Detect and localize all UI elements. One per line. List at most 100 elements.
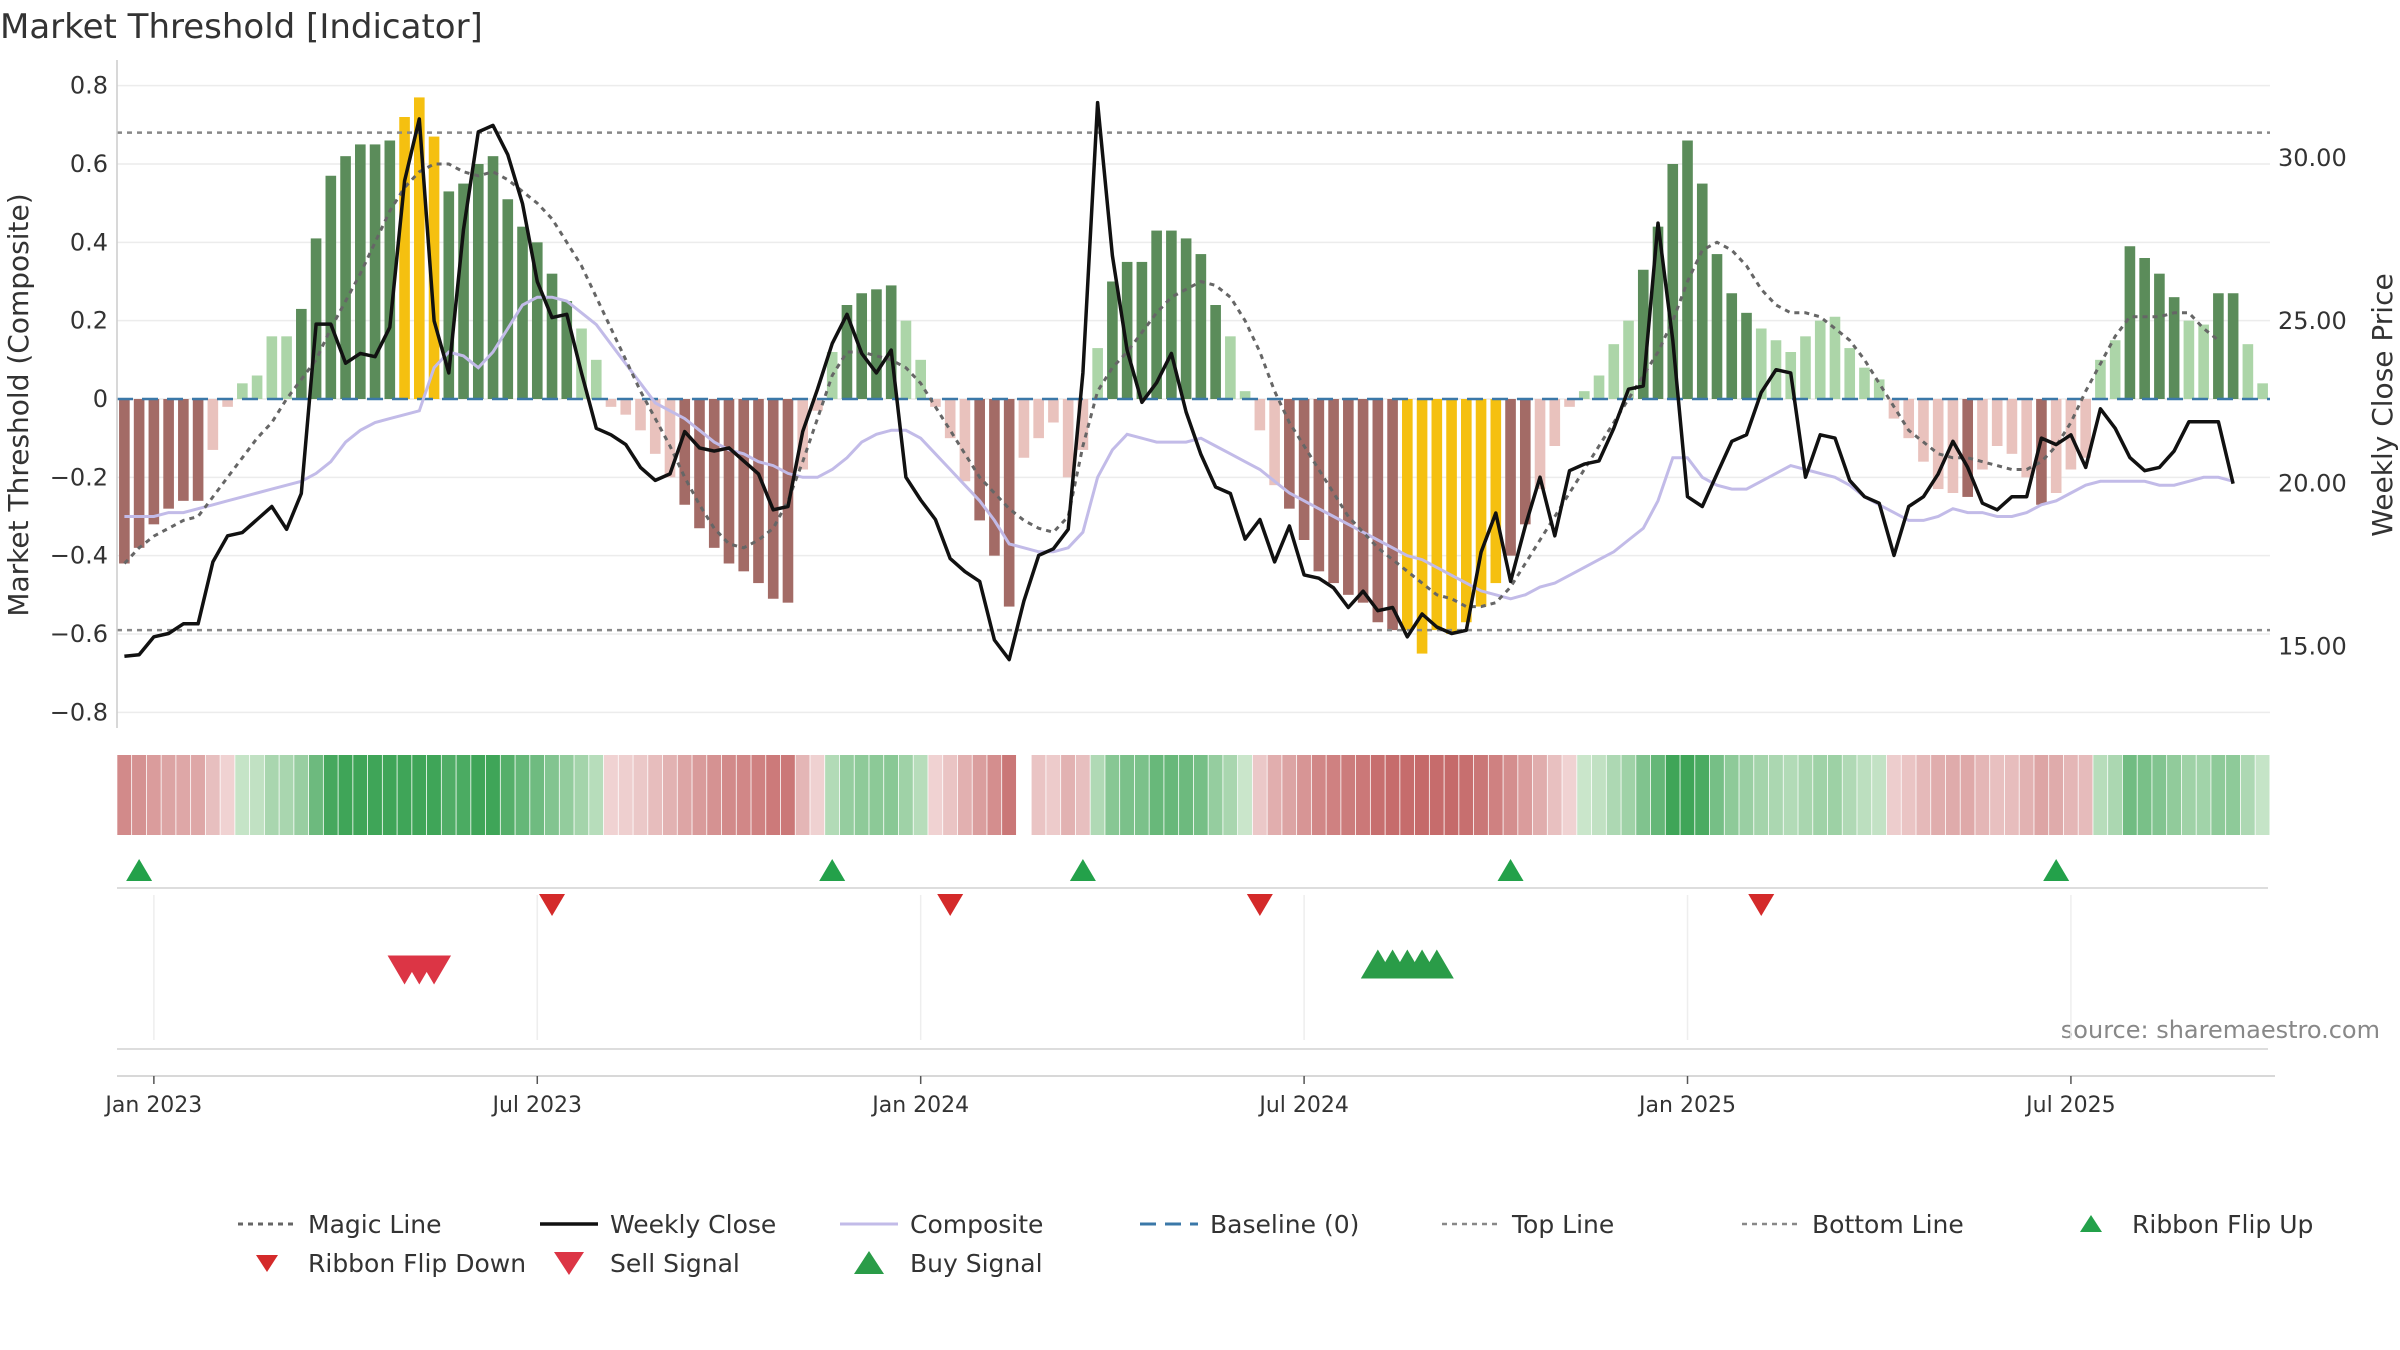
histogram-bar bbox=[1254, 399, 1266, 431]
histogram-bar bbox=[2124, 246, 2136, 399]
ribbon-cell bbox=[839, 755, 854, 835]
histogram-bar bbox=[1402, 399, 1413, 631]
ribbon-cell bbox=[2167, 755, 2182, 835]
histogram-bar bbox=[2139, 258, 2150, 399]
ribbon-cell bbox=[1105, 755, 1120, 835]
ribbon-cell bbox=[1798, 755, 1813, 835]
legend-item-bottom: Bottom Line bbox=[1742, 1210, 1964, 1239]
ribbon-cell bbox=[810, 755, 825, 835]
ribbon-cell bbox=[1916, 755, 1931, 835]
ribbon-cell bbox=[1238, 755, 1252, 835]
ribbon-cell bbox=[1061, 755, 1076, 835]
histogram-bar bbox=[1578, 391, 1590, 399]
histogram-bar bbox=[1962, 399, 1974, 497]
histogram-bar bbox=[900, 320, 912, 399]
histogram-bar bbox=[237, 383, 248, 399]
ribbon-flip-up-marker bbox=[1069, 858, 1096, 882]
histogram-bar bbox=[517, 226, 528, 399]
ribbon-cell bbox=[2152, 755, 2167, 835]
histogram-bar bbox=[635, 399, 646, 431]
ribbon-cell bbox=[1842, 755, 1857, 835]
ribbon-cell bbox=[751, 755, 766, 835]
x-tick-label: Jan 2025 bbox=[1637, 1093, 1736, 1118]
legend-swatch-buy bbox=[854, 1251, 884, 1274]
ribbon-cell bbox=[1901, 755, 1916, 835]
histogram-bar bbox=[1829, 316, 1841, 399]
ribbon-cell bbox=[412, 755, 427, 835]
ribbon-cell bbox=[1872, 755, 1887, 835]
ribbon-cell bbox=[441, 755, 456, 835]
histogram-bar bbox=[1018, 399, 1030, 458]
ribbon-cell bbox=[1267, 755, 1282, 835]
histogram-bar bbox=[1490, 399, 1502, 584]
ribbon-cell bbox=[1311, 755, 1326, 835]
histogram-bar bbox=[531, 242, 543, 399]
histogram-bar bbox=[708, 399, 720, 548]
ribbon-cell bbox=[1297, 755, 1311, 835]
histogram-bar bbox=[620, 399, 632, 415]
ribbon-cell bbox=[957, 755, 972, 835]
ribbon-cell bbox=[1636, 755, 1651, 835]
ribbon-cell bbox=[780, 755, 795, 835]
histogram-bar bbox=[576, 328, 587, 399]
histogram-bar bbox=[1121, 261, 1133, 399]
ribbon-cell bbox=[1459, 755, 1474, 835]
ribbon-cell bbox=[972, 755, 987, 835]
ribbon-flip-up-marker bbox=[819, 858, 846, 882]
histogram-bar bbox=[738, 399, 750, 572]
ribbon-cell bbox=[1532, 755, 1547, 835]
histogram-bar bbox=[546, 273, 558, 399]
watermark: source: sharemaestro.com bbox=[2061, 1016, 2380, 1044]
ribbon-cell bbox=[1931, 755, 1946, 835]
y-tick-label-left: −0.2 bbox=[50, 463, 108, 491]
ribbon-cell bbox=[603, 755, 618, 835]
legend-label: Weekly Close bbox=[610, 1210, 776, 1239]
y-tick-label-left: 0.2 bbox=[70, 307, 108, 335]
x-tick-label: Jan 2023 bbox=[103, 1093, 202, 1118]
ribbon-cell bbox=[1886, 755, 1901, 835]
histogram-bar bbox=[1003, 399, 1015, 607]
histogram-bar bbox=[192, 399, 204, 501]
legend-item-close: Weekly Close bbox=[540, 1210, 776, 1239]
histogram-bar bbox=[1195, 254, 1207, 399]
histogram-bar bbox=[1328, 399, 1339, 584]
histogram-bar bbox=[310, 238, 322, 399]
histogram-bar bbox=[1062, 399, 1074, 478]
ribbon-cell bbox=[898, 755, 913, 835]
histogram-bar bbox=[1682, 140, 1693, 399]
legend-label: Bottom Line bbox=[1812, 1210, 1964, 1239]
ribbon-cell bbox=[132, 755, 146, 835]
ribbon-cell bbox=[574, 755, 589, 835]
ribbon-cell bbox=[191, 755, 205, 835]
histogram-bar bbox=[1991, 399, 2003, 446]
histogram-bar bbox=[340, 156, 351, 399]
y-tick-label-left: −0.6 bbox=[50, 620, 108, 648]
ribbon-cell bbox=[559, 755, 574, 835]
y-tick-label-left: 0.6 bbox=[70, 150, 108, 178]
histogram-bar bbox=[325, 175, 337, 399]
ribbon-cell bbox=[721, 755, 736, 835]
ribbon-cell bbox=[1385, 755, 1400, 835]
histogram-bar bbox=[2242, 344, 2254, 399]
ribbon-cell bbox=[1562, 755, 1577, 835]
histogram-bar bbox=[443, 191, 455, 399]
histogram-bar bbox=[251, 375, 263, 399]
legend-swatch-flip-down bbox=[256, 1255, 278, 1272]
ribbon-flip-up-marker bbox=[2043, 858, 2070, 882]
histogram-bar bbox=[605, 399, 617, 407]
ribbon-cell bbox=[1960, 755, 1975, 835]
histogram-bar bbox=[1092, 348, 1103, 399]
ribbon-cell bbox=[633, 755, 648, 835]
histogram-bar bbox=[2080, 399, 2091, 458]
ribbon-cell bbox=[1783, 755, 1798, 835]
histogram-bar bbox=[399, 117, 410, 399]
legend-label: Ribbon Flip Up bbox=[2132, 1210, 2313, 1239]
histogram-bar bbox=[2109, 340, 2121, 399]
ribbon-cell bbox=[795, 755, 810, 835]
histogram-bar bbox=[1180, 238, 1192, 399]
legend-swatch-flip-up bbox=[2080, 1215, 2102, 1232]
ribbon-cell bbox=[367, 755, 382, 835]
ribbon-cell bbox=[2019, 755, 2034, 835]
ribbon-cell bbox=[1680, 755, 1695, 835]
histogram-bar bbox=[1844, 348, 1856, 399]
